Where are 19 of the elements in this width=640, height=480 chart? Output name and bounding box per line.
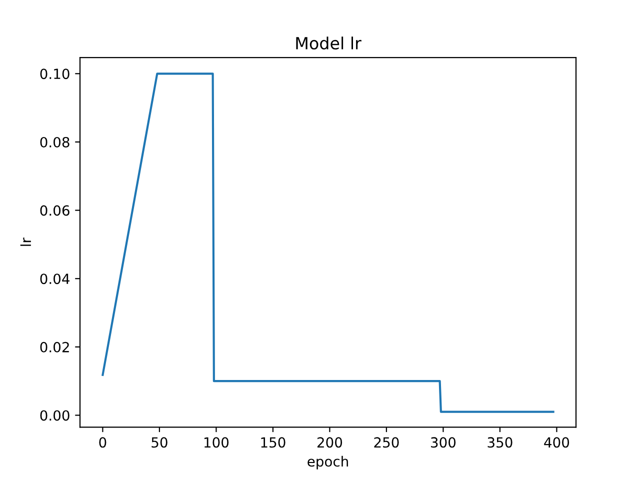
y-tick-label: 0.10 [40, 68, 70, 80]
y-tick-label: 0.06 [40, 205, 70, 216]
x-tick-label: 50 [152, 437, 168, 448]
x-tick-label: 300 [431, 437, 456, 448]
y-axis-title: lr [20, 238, 31, 246]
chart-title: Model lr [296, 36, 362, 50]
x-tick-label: 350 [488, 437, 512, 448]
x-tick-label: 150 [261, 437, 286, 448]
y-tick-label: 0.00 [40, 410, 70, 421]
x-tick-label: 400 [544, 437, 570, 448]
y-tick-label: 0.04 [40, 274, 70, 284]
x-tick-label: 200 [317, 437, 342, 448]
x-tick-label: 250 [374, 437, 399, 448]
x-tick-label: 0 [99, 437, 106, 448]
y-tick-label: 0.08 [40, 136, 70, 148]
line-series [102, 72, 554, 413]
x-tick-label: 100 [204, 437, 229, 448]
y-tick-label: 0.02 [40, 342, 69, 352]
x-axis-title: epoch [308, 456, 348, 470]
